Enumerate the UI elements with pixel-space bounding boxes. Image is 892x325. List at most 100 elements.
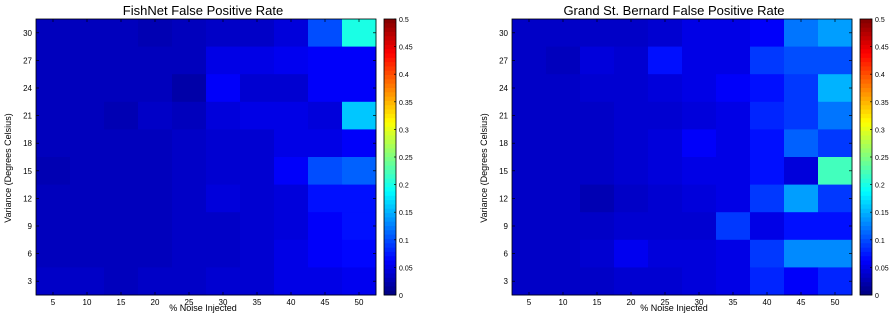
colorbar-segment: [384, 282, 396, 287]
heatmap-cell: [648, 46, 683, 75]
heatmap-cell: [308, 212, 343, 241]
heatmap-cell: [172, 46, 207, 75]
heatmap-cell: [36, 129, 71, 158]
x-tick-label: 25: [661, 298, 670, 307]
heatmap-cell: [104, 129, 139, 158]
heatmap-cell: [648, 212, 683, 241]
heatmap-cell: [36, 239, 71, 268]
colorbar-segment: [384, 109, 396, 115]
heatmap-cell: [682, 157, 717, 185]
colorbar-tick-label: 0.15: [399, 210, 413, 217]
colorbar-segment: [384, 66, 396, 72]
colorbar-segment: [384, 40, 396, 46]
heatmap-cell: [614, 74, 649, 103]
heatmap-cell: [240, 267, 275, 296]
colorbar-segment: [384, 191, 396, 197]
heatmap-cell: [240, 101, 275, 130]
colorbar-tick-label: 0.4: [399, 72, 409, 79]
heatmap-cell: [308, 101, 343, 130]
x-tick-label: 20: [627, 298, 636, 307]
colorbar-segment: [860, 135, 872, 141]
heatmap-cell: [580, 101, 615, 130]
heatmap-cell: [648, 129, 683, 158]
heatmap-cell: [240, 74, 275, 103]
heatmap-cell: [546, 74, 581, 103]
x-tick-label: 25: [185, 298, 194, 307]
colorbar-segment: [860, 122, 872, 128]
heatmap-cell: [172, 129, 207, 158]
heatmap-cell: [172, 101, 207, 130]
heatmap-cell: [342, 212, 377, 241]
x-tick-label: 40: [287, 298, 296, 307]
heatmap-cell: [138, 267, 173, 296]
heatmap-cell: [784, 184, 819, 213]
heatmap-cell: [784, 101, 819, 130]
heatmap-cell: [240, 157, 275, 185]
colorbar-segment: [860, 100, 872, 106]
heatmap-cell: [342, 101, 377, 130]
colorbar-segment: [384, 256, 396, 261]
heatmap-cell: [206, 267, 241, 296]
heatmap-cell: [614, 267, 649, 296]
y-tick-label: 6: [28, 250, 33, 259]
y-axis-label: Variance (Degrees Celsius): [3, 113, 13, 222]
chart-title: Grand St. Bernard False Positive Rate: [563, 3, 784, 18]
colorbar-segment: [384, 213, 396, 218]
colorbar-segment: [384, 273, 396, 279]
heatmap-cell: [138, 19, 173, 47]
heatmap-cell: [648, 101, 683, 130]
colorbar-segment: [860, 57, 872, 63]
colorbar-tick-label: 0: [875, 293, 879, 300]
colorbar-segment: [384, 200, 396, 205]
heatmap-cell: [818, 129, 853, 158]
y-tick-label: 18: [499, 139, 508, 148]
heatmap-cell: [172, 19, 207, 47]
heatmap-cell: [716, 212, 751, 241]
heatmap-cell: [580, 74, 615, 103]
colorbar-segment: [384, 169, 396, 175]
heatmap-cell: [614, 46, 649, 75]
colorbar-segment: [384, 53, 396, 59]
x-tick-label: 40: [763, 298, 772, 307]
colorbar-segment: [860, 286, 872, 292]
x-tick-label: 20: [151, 298, 160, 307]
heatmap-cell: [36, 74, 71, 103]
colorbar-segment: [384, 152, 396, 158]
heatmap-cell: [512, 239, 547, 268]
colorbar: 0 0.05 0.1 0.15 0.2 0.25 0.3 0.35 0.4 0.45 0.5: [383, 17, 413, 300]
heatmap-cell: [240, 129, 275, 158]
colorbar-tick-label: 0.25: [875, 155, 889, 162]
heatmap-cell: [172, 239, 207, 268]
colorbar-segment: [384, 226, 396, 231]
colorbar-segment: [384, 118, 396, 123]
colorbar-segment: [384, 195, 396, 201]
heatmap-cell: [308, 129, 343, 158]
colorbar-segment: [384, 105, 396, 110]
y-tick-label: 30: [23, 29, 32, 38]
heatmap-cell: [750, 129, 785, 158]
heatmap-cell: [70, 184, 105, 213]
heatmap-cell: [716, 46, 751, 75]
colorbar-segment: [384, 208, 396, 214]
x-tick-label: 45: [797, 298, 806, 307]
heatmap-cell: [36, 212, 71, 241]
heatmap-cell: [138, 239, 173, 268]
heatmap-cell: [240, 212, 275, 241]
colorbar-segment: [860, 79, 872, 85]
colorbar-segment: [860, 126, 872, 132]
colorbar-segment: [860, 187, 872, 192]
heatmap-cell: [716, 184, 751, 213]
y-tick-label: 12: [23, 194, 32, 203]
heatmap-cell: [716, 74, 751, 103]
colorbar-segment: [860, 40, 872, 46]
heatmap-cell: [274, 239, 309, 268]
heatmap-cell: [580, 19, 615, 47]
heatmap-cell: [614, 129, 649, 158]
heatmap-cell: [682, 129, 717, 158]
colorbar-segment: [384, 251, 396, 257]
heatmap-cell: [648, 157, 683, 185]
colorbar-tick-label: 0.15: [875, 210, 889, 217]
y-tick-label: 30: [499, 29, 508, 38]
heatmap-cell: [750, 184, 785, 213]
heatmap-cell: [614, 184, 649, 213]
